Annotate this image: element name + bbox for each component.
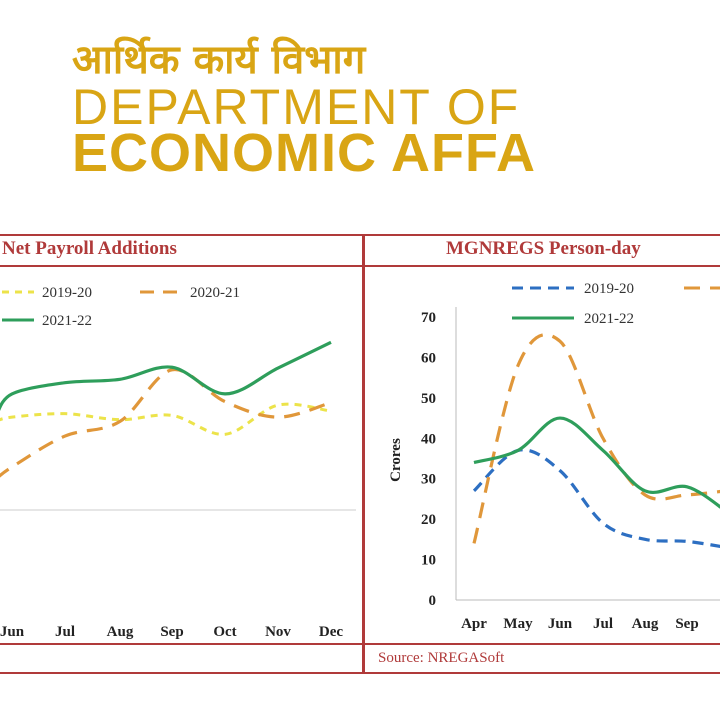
line-series-2021-22 xyxy=(0,340,332,412)
department-name-line1: DEPARTMENT OF xyxy=(72,79,521,135)
x-tick-jul: Jul xyxy=(593,616,613,632)
x-tick-jun: Jun xyxy=(0,624,25,640)
line-series-2019-20 xyxy=(472,448,720,549)
y-tick-50: 50 xyxy=(421,391,436,407)
x-tick-jun: Jun xyxy=(548,616,573,632)
x-tick-oct: Oct xyxy=(213,624,236,640)
y-axis-label: Crores xyxy=(388,438,404,482)
line-series-2020-21 xyxy=(0,368,332,478)
x-tick-jul: Jul xyxy=(55,624,75,640)
legend-label-2020-21: 2020-21 xyxy=(190,285,240,301)
left-chart: 2019-20 2020-21 2021-22 Jun Jul Aug Sep Oct Nov D… xyxy=(0,285,356,640)
x-tick-sep: Sep xyxy=(160,624,183,640)
source-note: Source: NREGASoft xyxy=(378,650,505,666)
y-tick-70: 70 xyxy=(421,310,436,326)
line-series-2021-22 xyxy=(473,416,720,509)
left-chart-title: Net Payroll Additions xyxy=(2,238,177,259)
line-series-2020-21 xyxy=(472,333,720,544)
y-tick-40: 40 xyxy=(421,431,436,447)
y-tick-0: 0 xyxy=(429,593,437,609)
y-tick-60: 60 xyxy=(421,350,436,366)
x-tick-aug: Aug xyxy=(107,624,134,640)
x-tick-sep: Sep xyxy=(675,616,698,632)
department-hindi-name: आर्थिक कार्य विभाग xyxy=(72,37,366,83)
right-chart-frame xyxy=(363,234,720,674)
legend-label-2019-20: 2019-20 xyxy=(42,285,92,301)
x-tick-nov: Nov xyxy=(265,624,291,640)
department-name-line2: ECONOMIC AFFA xyxy=(72,123,536,183)
line-series-2019-20 xyxy=(0,402,332,436)
x-tick-aug: Aug xyxy=(632,616,659,632)
y-tick-10: 10 xyxy=(421,553,436,569)
title-divider xyxy=(0,265,720,267)
legend-label-2019-20: 2019-20 xyxy=(584,281,634,297)
right-chart-title: MGNREGS Person-day xyxy=(446,238,641,259)
y-tick-20: 20 xyxy=(421,512,436,528)
x-tick-apr: Apr xyxy=(461,616,487,632)
x-tick-dec: Dec xyxy=(319,624,343,640)
legend-label-2021-22: 2021-22 xyxy=(584,311,634,327)
right-chart: 0 10 20 30 40 50 60 70 Crores 2019-20 2021-22 Apr Ma… xyxy=(388,281,720,632)
legend-label-2021-22: 2021-22 xyxy=(42,313,92,329)
source-divider xyxy=(0,643,720,645)
header-banner: आर्थिक कार्य विभाग DEPARTMENT OF ECONOMI… xyxy=(0,0,720,195)
y-tick-30: 30 xyxy=(421,472,436,488)
x-tick-may: May xyxy=(503,616,533,632)
